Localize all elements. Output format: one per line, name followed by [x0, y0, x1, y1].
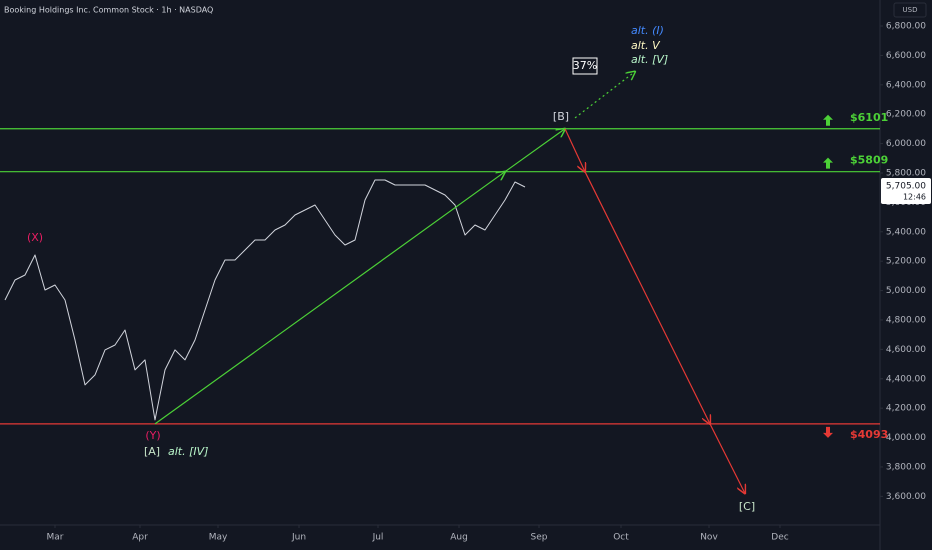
annotation: alt. [IV]	[168, 445, 208, 458]
y-tick-label: 4,400.00	[886, 374, 926, 384]
y-tick-label: 3,600.00	[886, 492, 926, 502]
projection-arrow	[154, 129, 565, 425]
x-tick-label: Apr	[132, 533, 148, 543]
annotation: alt. (I)	[631, 24, 664, 37]
x-tick-label: May	[209, 533, 228, 543]
annotation-box	[572, 57, 598, 75]
y-tick-label: 5,200.00	[886, 257, 926, 267]
level-arrow	[823, 114, 833, 126]
annotation: [C]	[739, 500, 755, 513]
annotation: (Y)	[145, 429, 160, 442]
annotation: 37%	[573, 59, 597, 72]
projection-arrow	[564, 128, 745, 494]
last-price-tag	[881, 177, 931, 204]
y-tick-label: 4,000.00	[886, 433, 926, 443]
y-tick-label: 6,000.00	[886, 139, 926, 149]
chart-title: Booking Holdings Inc. Common Stock · 1h …	[4, 6, 213, 15]
y-tick-label: 4,200.00	[886, 404, 926, 414]
x-tick-label: Jun	[291, 533, 306, 543]
y-tick-label: 6,600.00	[886, 51, 926, 61]
y-tick-label: 3,800.00	[886, 462, 926, 472]
y-tick-label: 5,400.00	[886, 227, 926, 237]
y-tick-label: 4,800.00	[886, 315, 926, 325]
currency-box	[893, 2, 927, 18]
last-price-label: 5,705.00	[886, 181, 926, 191]
price-line	[4, 179, 526, 421]
y-tick-label: 6,800.00	[886, 22, 926, 32]
y-tick-label: 6,400.00	[886, 80, 926, 90]
annotation: [A]	[144, 445, 160, 458]
level-arrow	[823, 426, 833, 438]
annotation: alt. V	[631, 39, 661, 52]
y-tick-label: 5,000.00	[886, 286, 926, 296]
level-arrow	[823, 157, 833, 169]
annotation: [B]	[553, 110, 569, 123]
x-tick-label: Mar	[47, 533, 64, 543]
x-tick-label: Sep	[531, 533, 548, 543]
level-label: $5809	[850, 154, 888, 167]
level-label: $4093	[850, 428, 888, 441]
annotation: alt. [V]	[631, 53, 668, 66]
x-tick-label: Oct	[613, 533, 629, 543]
x-tick-label: Jul	[372, 533, 384, 543]
x-tick-label: Aug	[450, 533, 468, 543]
x-tick-label: Dec	[771, 533, 788, 543]
level-label: $6101	[850, 111, 888, 124]
y-tick-label: 6,200.00	[886, 110, 926, 120]
annotation: (X)	[27, 231, 43, 244]
countdown-label: 12:46	[903, 192, 926, 201]
y-tick-label: 5,800.00	[886, 168, 926, 178]
x-tick-label: Nov	[700, 533, 718, 543]
y-tick-label: 4,600.00	[886, 345, 926, 355]
currency: USD	[903, 6, 918, 14]
